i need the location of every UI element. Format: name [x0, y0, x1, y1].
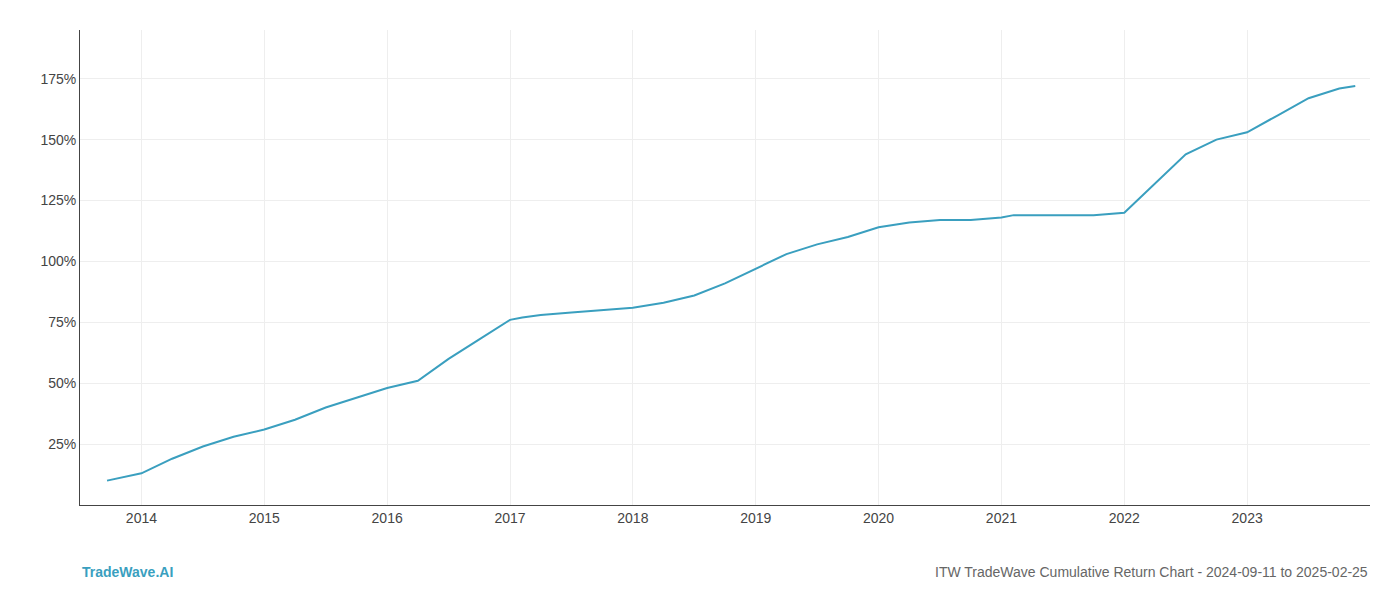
- svg-text:175%: 175%: [40, 71, 76, 87]
- svg-text:ITW TradeWave Cumulative Retur: ITW TradeWave Cumulative Return Chart - …: [935, 564, 1368, 580]
- svg-text:150%: 150%: [40, 132, 76, 148]
- svg-text:75%: 75%: [48, 314, 76, 330]
- svg-text:2016: 2016: [372, 510, 403, 526]
- svg-text:2015: 2015: [249, 510, 280, 526]
- svg-text:2019: 2019: [740, 510, 771, 526]
- svg-text:2023: 2023: [1232, 510, 1263, 526]
- svg-text:125%: 125%: [40, 192, 76, 208]
- svg-text:2022: 2022: [1109, 510, 1140, 526]
- svg-text:TradeWave.AI: TradeWave.AI: [82, 564, 173, 580]
- svg-text:100%: 100%: [40, 253, 76, 269]
- svg-text:50%: 50%: [48, 375, 76, 391]
- svg-text:2021: 2021: [986, 510, 1017, 526]
- svg-text:25%: 25%: [48, 436, 76, 452]
- svg-text:2017: 2017: [494, 510, 525, 526]
- svg-text:2020: 2020: [863, 510, 894, 526]
- svg-text:2018: 2018: [617, 510, 648, 526]
- svg-text:2014: 2014: [126, 510, 157, 526]
